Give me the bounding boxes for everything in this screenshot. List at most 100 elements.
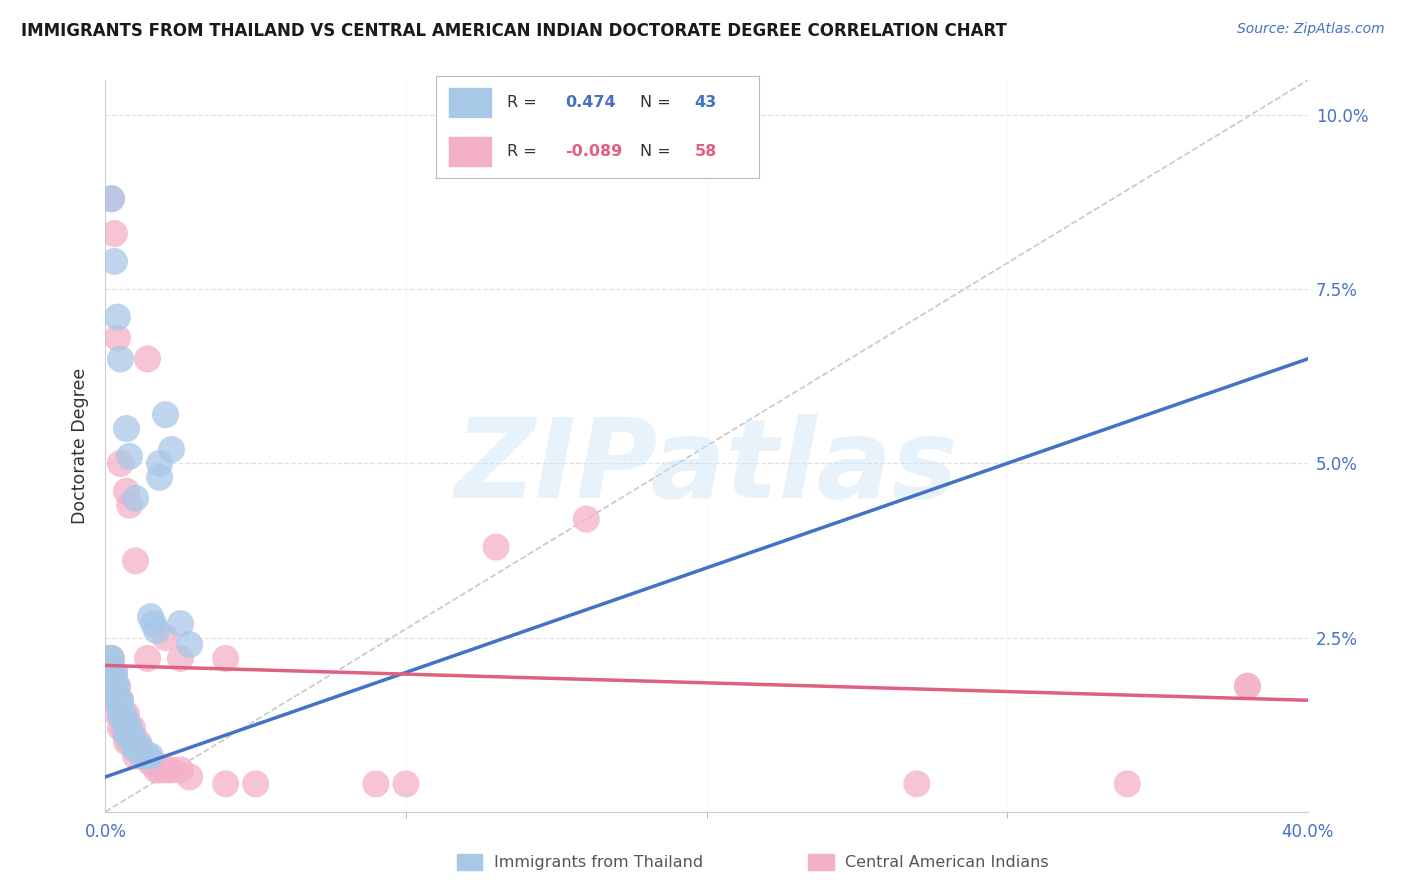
- Point: [364, 777, 387, 791]
- Point: [124, 491, 146, 506]
- Point: [121, 728, 143, 742]
- Point: [100, 192, 122, 206]
- Point: [179, 770, 201, 784]
- Point: [136, 651, 159, 665]
- Point: [112, 707, 135, 722]
- Point: [124, 735, 146, 749]
- Point: [128, 735, 150, 749]
- Point: [1236, 679, 1258, 693]
- Text: IMMIGRANTS FROM THAILAND VS CENTRAL AMERICAN INDIAN DOCTORATE DEGREE CORRELATION: IMMIGRANTS FROM THAILAND VS CENTRAL AMER…: [21, 22, 1007, 40]
- Point: [118, 450, 141, 464]
- Point: [112, 707, 135, 722]
- Point: [124, 554, 146, 568]
- Point: [110, 693, 132, 707]
- Point: [115, 484, 138, 499]
- Text: R =: R =: [508, 95, 541, 110]
- Y-axis label: Doctorate Degree: Doctorate Degree: [72, 368, 90, 524]
- Point: [103, 665, 125, 680]
- Point: [110, 707, 132, 722]
- Point: [1236, 679, 1258, 693]
- Point: [110, 707, 132, 722]
- Point: [100, 665, 122, 680]
- Point: [155, 631, 177, 645]
- Text: Immigrants from Thailand: Immigrants from Thailand: [494, 855, 703, 870]
- Point: [112, 714, 135, 728]
- Point: [110, 700, 132, 714]
- Point: [148, 457, 170, 471]
- FancyBboxPatch shape: [449, 137, 491, 166]
- Point: [169, 616, 191, 631]
- Point: [169, 651, 191, 665]
- Point: [214, 651, 236, 665]
- Point: [118, 721, 141, 735]
- Text: N =: N =: [640, 95, 675, 110]
- Text: 0.474: 0.474: [565, 95, 616, 110]
- Text: R =: R =: [508, 145, 541, 160]
- Point: [115, 421, 138, 435]
- Point: [121, 721, 143, 735]
- Point: [179, 638, 201, 652]
- Point: [100, 192, 122, 206]
- Text: ZIPatlas: ZIPatlas: [454, 415, 959, 522]
- Point: [118, 498, 141, 512]
- Point: [485, 540, 508, 554]
- Point: [134, 749, 156, 764]
- Point: [115, 714, 138, 728]
- Point: [110, 721, 132, 735]
- Point: [100, 665, 122, 680]
- Point: [118, 735, 141, 749]
- Point: [110, 693, 132, 707]
- Point: [142, 756, 165, 770]
- Text: N =: N =: [640, 145, 675, 160]
- Point: [107, 693, 129, 707]
- Point: [139, 749, 162, 764]
- Point: [107, 310, 129, 325]
- Point: [103, 693, 125, 707]
- Point: [107, 679, 129, 693]
- Point: [136, 749, 159, 764]
- Point: [103, 679, 125, 693]
- Point: [115, 728, 138, 742]
- Point: [142, 616, 165, 631]
- Point: [155, 408, 177, 422]
- Point: [131, 749, 153, 764]
- Point: [145, 624, 167, 638]
- Text: Source: ZipAtlas.com: Source: ZipAtlas.com: [1237, 22, 1385, 37]
- Point: [115, 707, 138, 722]
- Point: [148, 470, 170, 484]
- Point: [112, 721, 135, 735]
- Point: [115, 735, 138, 749]
- Text: 43: 43: [695, 95, 717, 110]
- Point: [103, 254, 125, 268]
- Point: [97, 665, 120, 680]
- Point: [139, 609, 162, 624]
- Point: [145, 763, 167, 777]
- Point: [575, 512, 598, 526]
- Point: [169, 763, 191, 777]
- Point: [136, 351, 159, 366]
- Point: [115, 721, 138, 735]
- Point: [100, 651, 122, 665]
- Point: [128, 742, 150, 756]
- Point: [103, 679, 125, 693]
- Point: [1116, 777, 1139, 791]
- Point: [905, 777, 928, 791]
- Point: [124, 735, 146, 749]
- Point: [107, 693, 129, 707]
- Point: [155, 763, 177, 777]
- Point: [100, 679, 122, 693]
- Point: [118, 721, 141, 735]
- Point: [148, 763, 170, 777]
- Point: [107, 679, 129, 693]
- Point: [214, 777, 236, 791]
- Point: [395, 777, 418, 791]
- Point: [107, 707, 129, 722]
- Point: [103, 673, 125, 687]
- Point: [121, 735, 143, 749]
- Point: [131, 742, 153, 756]
- Point: [121, 735, 143, 749]
- Point: [118, 728, 141, 742]
- Point: [110, 351, 132, 366]
- Point: [124, 749, 146, 764]
- Point: [115, 721, 138, 735]
